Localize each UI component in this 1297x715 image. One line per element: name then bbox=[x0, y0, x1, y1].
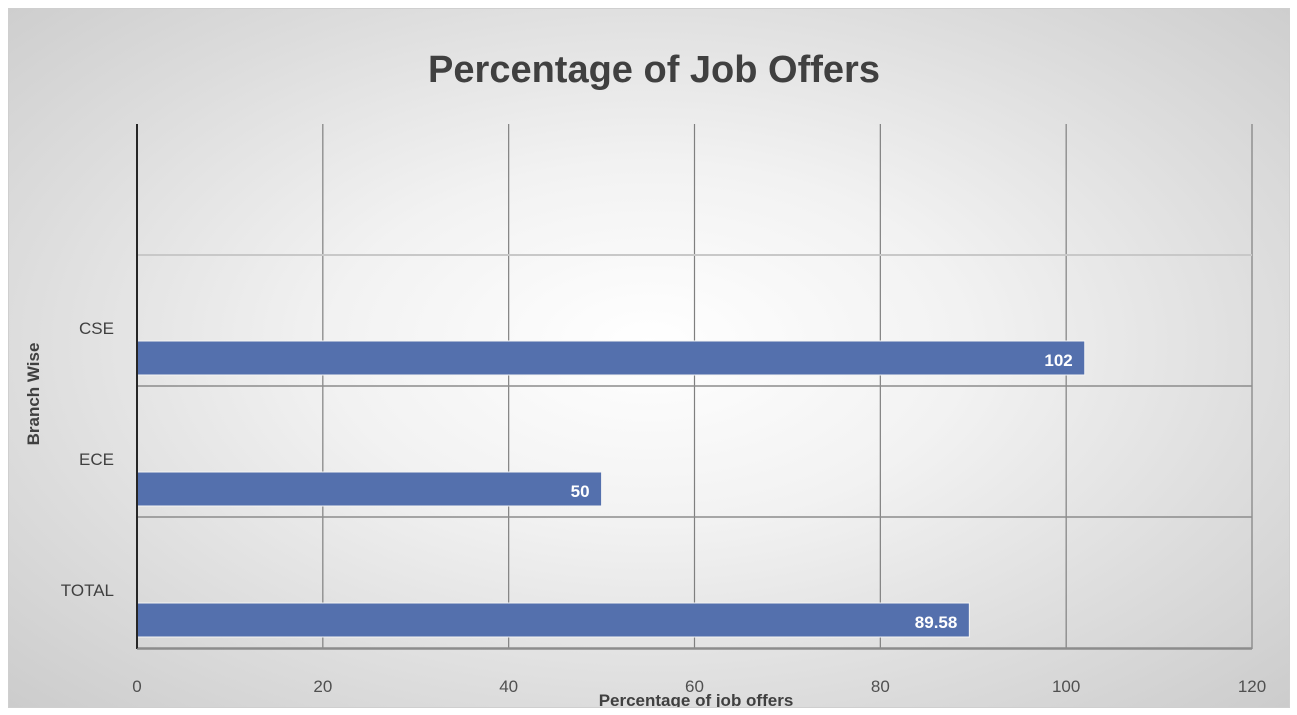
category-label-total: TOTAL bbox=[61, 581, 114, 600]
x-tick-label: 0 bbox=[132, 677, 141, 696]
data-label-total: 89.58 bbox=[915, 613, 958, 632]
chart-title: Percentage of Job Offers bbox=[428, 49, 880, 91]
data-label-ece: 50 bbox=[571, 482, 590, 501]
category-label-cse: CSE bbox=[79, 319, 114, 338]
labels: 0 20 40 60 80 100 120 CSE 102 ECE 50 TOTAL 89.58 bbox=[61, 319, 1266, 696]
category-label-ece: ECE bbox=[79, 450, 114, 469]
x-tick-label: 80 bbox=[871, 677, 890, 696]
x-tick-label: 100 bbox=[1052, 677, 1080, 696]
x-tick-label: 40 bbox=[499, 677, 518, 696]
x-tick-label: 20 bbox=[313, 677, 332, 696]
x-tick-label: 60 bbox=[685, 677, 704, 696]
gridlines bbox=[137, 124, 1253, 649]
axes bbox=[136, 124, 1252, 650]
bar-chart: Percentage of Job Offers 0 20 40 60 80 100 120… bbox=[24, 49, 1266, 708]
data-label-cse: 102 bbox=[1044, 351, 1072, 370]
bar-total bbox=[136, 602, 970, 638]
x-tick-label: 120 bbox=[1238, 677, 1266, 696]
bar-ece bbox=[136, 471, 603, 507]
y-axis-title: Branch Wise bbox=[24, 343, 43, 446]
x-axis-title: Percentage of job offers bbox=[599, 691, 794, 708]
chart-frame: Percentage of Job Offers 0 20 40 60 80 100 120… bbox=[8, 8, 1290, 708]
bar-cse bbox=[136, 340, 1086, 376]
bars bbox=[136, 340, 1086, 638]
